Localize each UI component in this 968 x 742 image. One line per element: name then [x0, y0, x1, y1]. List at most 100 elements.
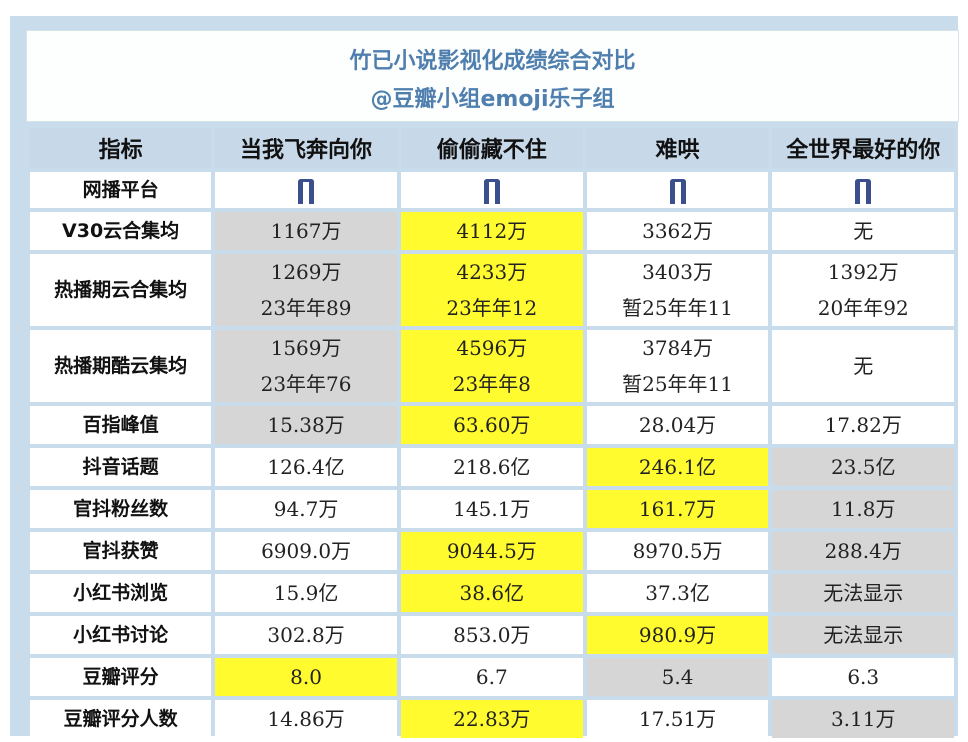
- table-cell: 28.04万: [586, 406, 769, 444]
- table-row: 热播期云合集均 1269万 23年年89 4233万 23年年12 3403万 暂25年年1…: [30, 254, 954, 326]
- column-header-show-1: 当我飞奔向你: [215, 128, 397, 168]
- metric-label: 小红书浏览: [30, 574, 212, 612]
- column-header-metric: 指标: [30, 128, 212, 168]
- comparison-panel: 竹已小说影视化成绩综合对比 @豆瓣小组emoji乐子组 指标 当我飞奔向你 偷偷…: [10, 16, 959, 738]
- cell-value: 161.7万: [638, 497, 717, 521]
- table-cell: 5.4: [586, 658, 769, 696]
- cell-value: 14.86万: [267, 707, 345, 731]
- cell-value: 8970.5万: [632, 539, 723, 563]
- table-cell: 22.83万: [400, 700, 583, 738]
- table-cell: 无法显示: [772, 616, 954, 654]
- table-cell: 980.9万: [586, 616, 769, 654]
- table-cell: 11.8万: [772, 490, 954, 528]
- table-cell: 1392万 20年年92: [772, 254, 954, 326]
- metric-label: 官抖粉丝数: [30, 490, 212, 528]
- cell-value: 126.4亿: [267, 455, 345, 479]
- table-row: 网播平台: [30, 172, 954, 208]
- cell-value: 9044.5万: [446, 539, 537, 563]
- cell-value: 3362万: [642, 219, 714, 243]
- metric-label: 百指峰值: [30, 406, 212, 444]
- cell-value: 980.9万: [638, 623, 717, 647]
- cell-value: 3784万: [642, 336, 714, 360]
- table-cell: 17.51万: [586, 700, 769, 738]
- table-row: 抖音话题 126.4亿 218.6亿 246.1亿 23.5亿: [30, 448, 954, 486]
- cell-value: 6.7: [475, 665, 508, 689]
- table-cell: 1167万: [215, 212, 397, 250]
- page-subtitle: @豆瓣小组emoji乐子组: [370, 87, 615, 112]
- title-box: 竹已小说影视化成绩综合对比 @豆瓣小组emoji乐子组: [26, 30, 959, 122]
- cell-value: 无法显示: [823, 623, 904, 647]
- table-header-row: 指标 当我飞奔向你 偷偷藏不住 难哄 全世界最好的你: [30, 128, 954, 168]
- table-cell: 218.6亿: [400, 448, 583, 486]
- cell-value: 853.0万: [453, 623, 531, 647]
- table-row: 小红书讨论 302.8万 853.0万 980.9万 无法显示: [30, 616, 954, 654]
- table-cell: 94.7万: [215, 490, 397, 528]
- metric-label: 抖音话题: [30, 448, 212, 486]
- table-cell: [215, 172, 397, 208]
- cell-value: 94.7万: [273, 497, 339, 521]
- comparison-table: 指标 当我飞奔向你 偷偷藏不住 难哄 全世界最好的你 网播平台 V30云合集均 11…: [26, 124, 958, 742]
- table-cell: 8.0: [215, 658, 397, 696]
- table-cell: 126.4亿: [215, 448, 397, 486]
- table-row: 百指峰值 15.38万 63.60万 28.04万 17.82万: [30, 406, 954, 444]
- table-cell: 246.1亿: [586, 448, 769, 486]
- cell-value: 3.11万: [830, 707, 896, 731]
- table-body: 网播平台 V30云合集均 1167万 4112万 3362万无热播期云合集均 1269万 2…: [30, 172, 954, 738]
- cell-value: 145.1万: [453, 497, 531, 521]
- table-cell: 3403万暂25年年11: [586, 254, 769, 326]
- table-row: V30云合集均 1167万 4112万 3362万 无: [30, 212, 954, 250]
- cell-value: 17.82万: [824, 413, 902, 437]
- table-cell: 63.60万: [400, 406, 583, 444]
- cell-value: 6.3: [847, 665, 880, 689]
- metric-label: 官抖获赞: [30, 532, 212, 570]
- table-cell: 853.0万: [400, 616, 583, 654]
- cell-value: 5.4: [661, 665, 694, 689]
- tencent-video-icon: [483, 179, 500, 204]
- tencent-video-icon: [855, 179, 872, 204]
- cell-value: 302.8万: [267, 623, 345, 647]
- table-cell: 15.9亿: [215, 574, 397, 612]
- cell-value: 4233万: [456, 260, 528, 284]
- cell-value: 38.6亿: [459, 581, 525, 605]
- column-header-show-3: 难哄: [586, 128, 769, 168]
- table-row: 豆瓣评分人数 14.86万 22.83万 17.51万 3.11万: [30, 700, 954, 738]
- cell-value: 23.5亿: [830, 455, 896, 479]
- table-cell: 302.8万: [215, 616, 397, 654]
- cell-value: 15.9亿: [273, 581, 339, 605]
- table-cell: 4233万 23年年12: [400, 254, 583, 326]
- cell-value: 1569万: [270, 336, 342, 360]
- table-row: 小红书浏览 15.9亿 38.6亿 37.3亿 无法显示: [30, 574, 954, 612]
- column-header-show-4: 全世界最好的你: [772, 128, 954, 168]
- cell-value: 15.38万: [267, 413, 345, 437]
- table-cell: 161.7万: [586, 490, 769, 528]
- cell-value: 20年年92: [817, 296, 909, 320]
- table-row: 豆瓣评分 8.0 6.7 5.4 6.3: [30, 658, 954, 696]
- table-cell: 9044.5万: [400, 532, 583, 570]
- cell-value: 4596万: [456, 336, 528, 360]
- metric-label: V30云合集均: [30, 212, 212, 250]
- cell-value: 63.60万: [453, 413, 531, 437]
- column-header-show-2: 偷偷藏不住: [400, 128, 583, 168]
- table-row: 官抖获赞 6909.0万 9044.5万 8970.5万 288.4万: [30, 532, 954, 570]
- cell-value: 1392万: [827, 260, 899, 284]
- cell-value: 暂25年年11: [622, 296, 734, 320]
- cell-value: 28.04万: [638, 413, 717, 437]
- cell-value: 1269万: [270, 260, 342, 284]
- table-cell: 288.4万: [772, 532, 954, 570]
- page-title: 竹已小说影视化成绩综合对比: [349, 49, 636, 74]
- table-cell: 4596万 23年年8: [400, 330, 583, 402]
- cell-value: 246.1亿: [638, 455, 717, 479]
- table-cell: 17.82万: [772, 406, 954, 444]
- cell-value: 37.3亿: [645, 581, 710, 605]
- metric-label: 小红书讨论: [30, 616, 212, 654]
- table-cell: [586, 172, 769, 208]
- cell-value: 3403万: [642, 260, 714, 284]
- table-cell: 无: [772, 212, 954, 250]
- table-cell: 38.6亿: [400, 574, 583, 612]
- table-cell: 3784万 暂25年年11: [586, 330, 769, 402]
- metric-label: 豆瓣评分: [30, 658, 212, 696]
- cell-value: 17.51万: [638, 707, 717, 731]
- cell-value: 23年年76: [260, 372, 352, 396]
- table-cell: 6909.0万: [215, 532, 397, 570]
- cell-value: 4112万: [456, 219, 528, 243]
